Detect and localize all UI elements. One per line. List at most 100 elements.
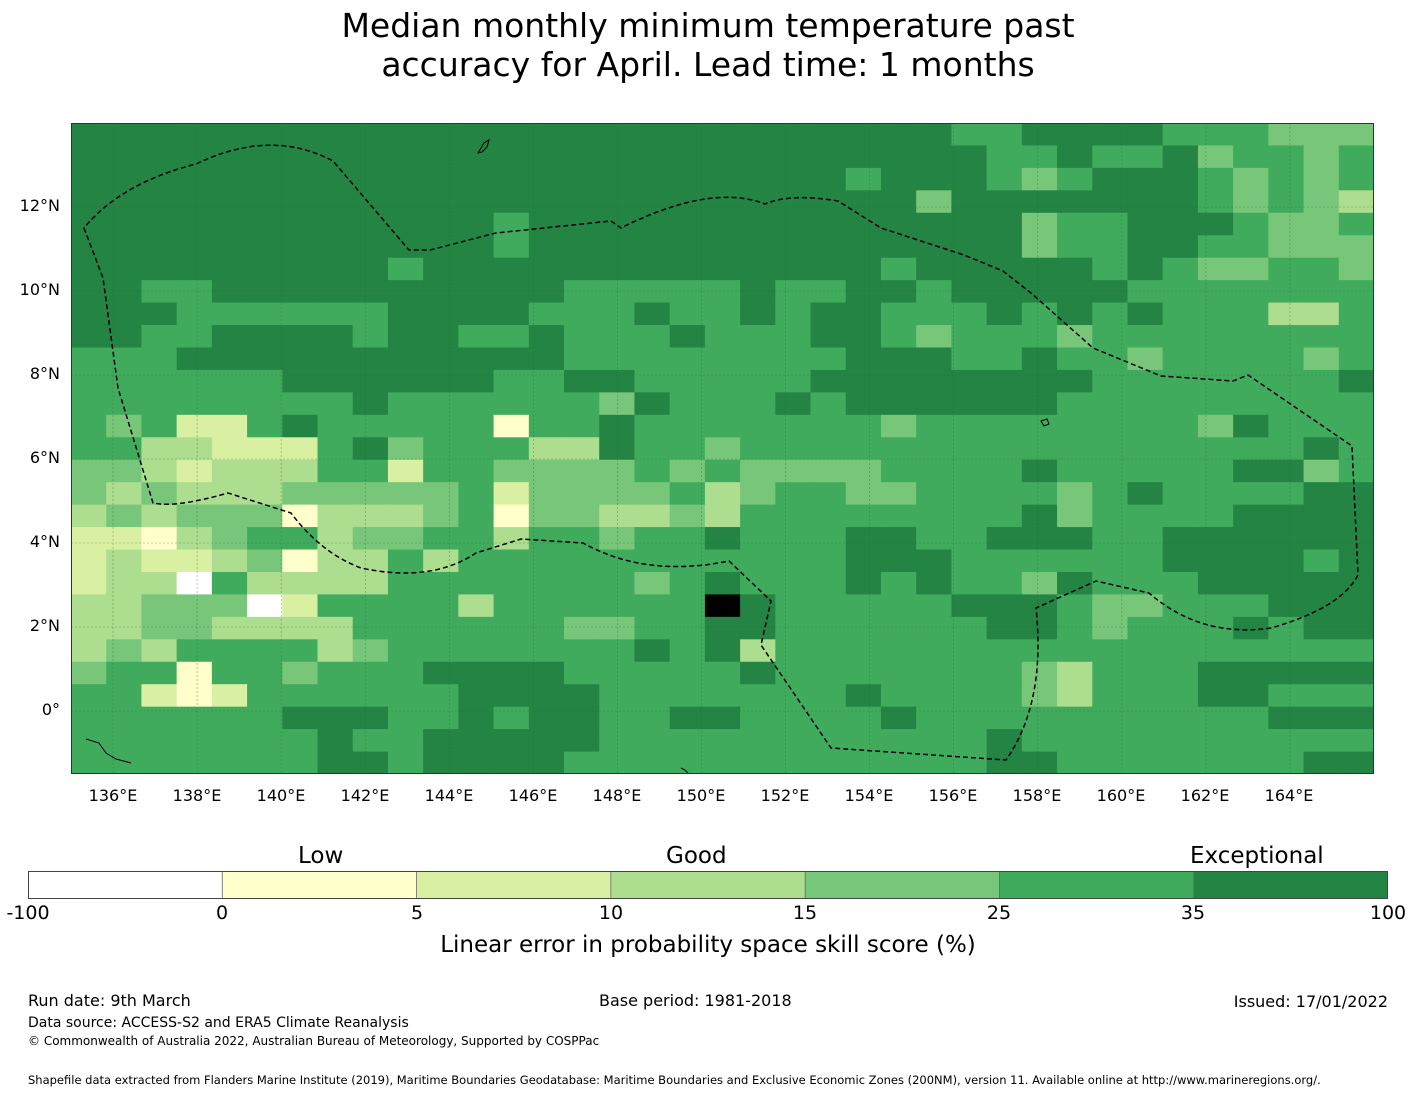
skill-cell xyxy=(775,459,812,483)
skill-cell xyxy=(1338,302,1374,326)
skill-cell xyxy=(916,459,953,483)
skill-cell xyxy=(71,145,107,169)
skill-cell xyxy=(1197,639,1234,663)
skill-cell xyxy=(1233,459,1269,483)
skill-cell xyxy=(669,527,706,551)
skill-cell xyxy=(634,549,671,573)
skill-cell xyxy=(141,167,178,191)
skill-cell xyxy=(528,392,565,416)
skill-cell xyxy=(211,594,248,618)
skill-cell xyxy=(740,549,776,573)
skill-cell xyxy=(211,527,248,551)
colorbar-tick-label: 10 xyxy=(598,902,624,924)
skill-cell xyxy=(1268,661,1305,685)
skill-cell xyxy=(564,302,600,326)
skill-cell xyxy=(528,235,565,259)
skill-cells xyxy=(71,123,1374,774)
skill-cell xyxy=(634,392,671,416)
skill-cell xyxy=(775,257,812,281)
skill-cell xyxy=(599,706,636,730)
skill-cell xyxy=(704,527,741,551)
skill-cell xyxy=(317,123,354,147)
skill-cell xyxy=(916,684,953,708)
skill-cell xyxy=(458,661,495,685)
skill-cell xyxy=(845,145,882,169)
skill-cell xyxy=(106,347,143,371)
skill-cell xyxy=(704,549,741,573)
skill-cell xyxy=(951,369,988,393)
skill-cell xyxy=(1197,751,1234,774)
skill-cell xyxy=(247,684,283,708)
skill-cell xyxy=(1092,414,1129,438)
skill-cell xyxy=(845,437,882,461)
skill-cell xyxy=(1303,594,1340,618)
skill-cell xyxy=(141,190,178,214)
skill-cell xyxy=(1162,302,1199,326)
skill-cell xyxy=(317,684,354,708)
skill-cell xyxy=(810,459,847,483)
skill-cell xyxy=(458,684,495,708)
skill-cell xyxy=(1057,482,1093,506)
skill-cell xyxy=(1233,325,1269,349)
skill-cell xyxy=(1303,325,1340,349)
skill-cell xyxy=(986,325,1023,349)
skill-cell xyxy=(775,347,812,371)
skill-cell xyxy=(775,325,812,349)
skill-cell xyxy=(141,280,178,304)
skill-cell xyxy=(387,504,424,528)
skill-cell xyxy=(423,347,459,371)
skill-cell xyxy=(71,325,107,349)
skill-cell xyxy=(880,414,917,438)
skill-cell xyxy=(1233,504,1269,528)
copyright-notice: © Commonwealth of Australia 2022, Austra… xyxy=(28,1034,600,1048)
skill-cell xyxy=(951,684,988,708)
skill-cell xyxy=(986,751,1023,774)
skill-cell xyxy=(845,257,882,281)
skill-cell xyxy=(810,616,847,640)
skill-cell xyxy=(1197,302,1234,326)
skill-cell xyxy=(986,504,1023,528)
skill-cell xyxy=(1233,482,1269,506)
skill-cell xyxy=(458,459,495,483)
skill-cell xyxy=(1268,594,1305,618)
skill-cell xyxy=(775,594,812,618)
skill-cell xyxy=(317,729,354,753)
skill-cell xyxy=(176,751,213,774)
skill-cell xyxy=(704,594,741,618)
skill-cell xyxy=(1021,729,1058,753)
skill-cell xyxy=(1233,347,1269,371)
skill-cell xyxy=(669,123,706,147)
skill-cell xyxy=(1162,280,1199,304)
skill-cell xyxy=(352,751,389,774)
skill-cell xyxy=(317,504,354,528)
skill-cell xyxy=(810,437,847,461)
skill-cell xyxy=(176,325,213,349)
skill-cell xyxy=(704,167,741,191)
skill-cell xyxy=(1057,437,1093,461)
skill-cell xyxy=(1021,437,1058,461)
skill-cell xyxy=(1127,212,1164,236)
skill-cell xyxy=(71,482,107,506)
skill-cell xyxy=(141,235,178,259)
skill-cell xyxy=(1268,571,1305,596)
skill-cell xyxy=(880,167,917,191)
skill-cell xyxy=(423,751,459,774)
skill-cell xyxy=(1162,504,1199,528)
skill-cell xyxy=(669,392,706,416)
skill-cell xyxy=(986,235,1023,259)
skill-cell xyxy=(916,639,953,663)
skill-cell xyxy=(282,325,319,349)
skill-cell xyxy=(810,571,847,596)
skill-cell xyxy=(247,347,283,371)
skill-cell xyxy=(669,325,706,349)
skill-cell xyxy=(1162,729,1199,753)
skill-cell xyxy=(282,751,319,774)
skill-cell xyxy=(247,302,283,326)
skill-cell xyxy=(528,167,565,191)
skill-cell xyxy=(740,369,776,393)
skill-cell xyxy=(1057,212,1093,236)
skill-cell xyxy=(1162,549,1199,573)
skill-cell xyxy=(282,549,319,573)
skill-cell xyxy=(71,549,107,573)
skill-cell xyxy=(1233,280,1269,304)
